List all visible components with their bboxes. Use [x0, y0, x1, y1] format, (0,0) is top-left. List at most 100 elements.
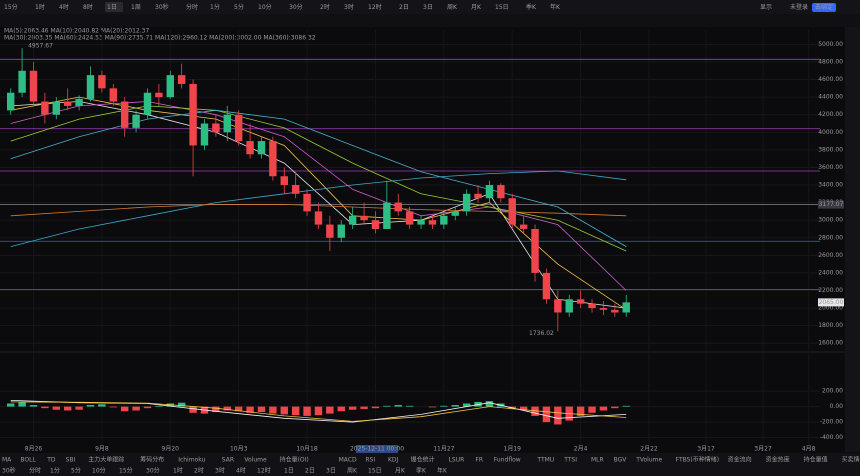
macd-bar	[451, 405, 459, 407]
indicator-tab[interactable]: MA	[2, 457, 12, 464]
period-tab[interactable]: 5分	[234, 3, 244, 11]
indicator-tab[interactable]: TD	[46, 457, 56, 464]
period-tab[interactable]: 1分	[210, 3, 220, 11]
period-tab[interactable]: 2日	[399, 4, 409, 11]
bottom-period[interactable]: 月K	[395, 468, 406, 475]
price-tag	[818, 298, 844, 307]
candle-body	[18, 70, 26, 93]
indicator-tab[interactable]: BGV	[614, 457, 628, 464]
candle-body	[269, 141, 277, 177]
period-tab[interactable]: 30分	[289, 3, 303, 11]
indicator-tab[interactable]: 持仓量(OI)	[280, 456, 309, 464]
indicator-tab[interactable]: MACD	[339, 457, 357, 464]
indicator-tab[interactable]: FR	[475, 457, 483, 464]
candle-body	[542, 272, 551, 300]
y-tick-label: 4000.00	[818, 129, 843, 136]
toolbar-right[interactable]: 去绑定	[815, 3, 833, 11]
bottom-period[interactable]: 2时	[194, 467, 204, 475]
period-tab[interactable]: 15分	[4, 3, 18, 11]
indicator-tab[interactable]: 资金流向	[728, 456, 752, 464]
period-tab[interactable]: 8时	[83, 3, 93, 11]
bottom-period[interactable]: 12时	[257, 467, 271, 475]
indicator-tab[interactable]: FTBS(币种情绪)	[676, 456, 720, 464]
macd-bar	[18, 401, 26, 407]
period-tab[interactable]: 季K	[526, 3, 537, 11]
macd-bar	[554, 406, 562, 425]
bottom-period[interactable]: 1时	[173, 467, 183, 475]
x-tick-label: 3月17	[697, 446, 715, 453]
y-tick-label: 2200.00	[818, 287, 843, 294]
bottom-period[interactable]: 4时	[236, 467, 246, 475]
bottom-period[interactable]: 季K	[416, 467, 427, 475]
candle-body	[485, 185, 494, 199]
bottom-period[interactable]: 分时	[29, 467, 41, 475]
candle-body	[29, 70, 38, 102]
indicator-tab[interactable]: 筹码分布	[140, 456, 164, 464]
bottom-period[interactable]: 3日	[326, 468, 336, 475]
indicator-tab[interactable]: TTSI	[563, 457, 577, 464]
bottom-period[interactable]: 周K	[347, 468, 358, 475]
period-tab[interactable]: 15日	[495, 4, 509, 11]
bottom-period[interactable]: 1日	[284, 468, 294, 475]
indicator-tab[interactable]: 爆仓统计	[411, 456, 435, 464]
ma-line	[10, 105, 627, 252]
period-tab[interactable]: 1周	[131, 4, 141, 11]
indicator-tab[interactable]: KDJ	[388, 457, 399, 464]
toolbar-right[interactable]: 未登录	[790, 3, 808, 11]
macd-bar	[41, 406, 49, 409]
indicator-tab[interactable]: TVolume	[635, 457, 662, 464]
bottom-period[interactable]: 3时	[215, 467, 225, 475]
indicator-tab[interactable]: RSI	[365, 457, 375, 464]
indicator-tab[interactable]: SBI	[66, 457, 76, 464]
candle-body	[508, 198, 516, 225]
period-tab[interactable]: 分时	[186, 3, 198, 11]
candle-body	[98, 75, 106, 89]
bottom-period[interactable]: 5分	[71, 467, 81, 475]
macd-bar	[269, 406, 277, 414]
candle-body	[280, 176, 288, 186]
period-tab[interactable]: 3时	[344, 3, 354, 11]
indicator-tab[interactable]: Fundflow	[494, 457, 521, 464]
indicator-tab[interactable]: Ichimoku	[178, 457, 205, 464]
bottom-period[interactable]: 30秒	[2, 467, 16, 475]
indicator-tab[interactable]: Volume	[244, 457, 267, 464]
indicator-tab[interactable]: SAR	[222, 457, 234, 464]
macd-bar	[291, 406, 300, 416]
indicator-tab[interactable]: 买卖情绪	[842, 456, 860, 464]
period-tab[interactable]: 1时	[35, 3, 45, 11]
period-tab[interactable]: 3日	[423, 4, 433, 11]
period-tab[interactable]: 4时	[59, 3, 69, 11]
macd-bar	[348, 406, 357, 410]
macd-bar	[120, 406, 129, 412]
bottom-period[interactable]: 15分	[119, 467, 133, 475]
period-tab[interactable]: 12时	[368, 3, 382, 11]
period-tab[interactable]: 年K	[550, 3, 561, 11]
bottom-period[interactable]: 15日	[368, 468, 382, 475]
indicator-tab[interactable]: BOLL	[20, 457, 36, 464]
bottom-period[interactable]: 年K	[437, 467, 448, 475]
bottom-period[interactable]: 1分	[50, 467, 60, 475]
y-tick-label: 1600.00	[818, 340, 843, 347]
period-tab[interactable]: 月K	[471, 4, 482, 11]
macd-bar	[531, 406, 539, 416]
candle-body	[360, 215, 368, 221]
period-tab[interactable]: 2时	[320, 3, 330, 11]
indicator-tab[interactable]: TTMU	[536, 457, 554, 464]
bind-button[interactable]	[812, 3, 836, 12]
toolbar-right[interactable]: 显示	[760, 4, 772, 11]
period-tab[interactable]: 1日	[107, 4, 117, 11]
candle-body	[166, 75, 174, 98]
x-tick-label: 4月8	[802, 446, 816, 453]
period-tab[interactable]: 10分	[258, 3, 272, 11]
period-tab[interactable]: 周K	[447, 4, 458, 11]
period-tab[interactable]: 30秒	[155, 3, 169, 11]
indicator-tab[interactable]: 主力大单跟踪	[88, 456, 124, 464]
bottom-period[interactable]: 10分	[92, 467, 106, 475]
indicator-tab[interactable]: LSUR	[449, 457, 465, 464]
macd-bar	[143, 406, 152, 409]
bottom-period[interactable]: 2日	[305, 468, 315, 475]
indicator-tab[interactable]: MLR	[591, 457, 604, 464]
indicator-tab[interactable]: 资金热度	[766, 456, 790, 464]
indicator-tab[interactable]: 持仓量值	[804, 456, 828, 464]
bottom-period[interactable]: 30分	[146, 467, 160, 475]
